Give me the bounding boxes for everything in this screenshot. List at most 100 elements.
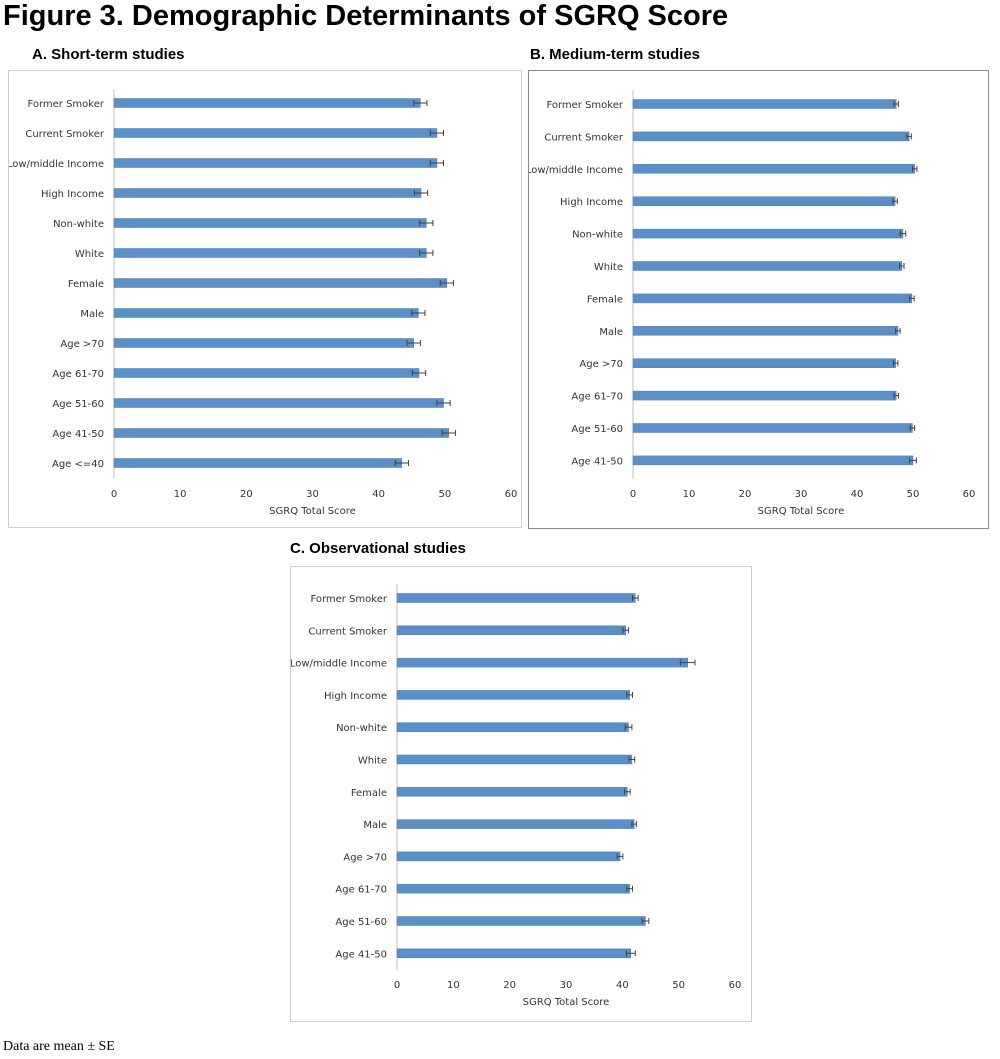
category-label-white: White bbox=[594, 262, 623, 273]
short-term-bar-chart: 0 10 20 30 40 50 60 SGRQ Total Score Former Smok… bbox=[9, 89, 517, 517]
category-label-male: Male bbox=[599, 327, 623, 338]
x-tick-label: 30 bbox=[560, 980, 573, 991]
bar-female bbox=[632, 293, 913, 304]
bar-non-white bbox=[632, 228, 904, 239]
bar-high-income bbox=[632, 196, 896, 206]
error-bar-former-smoker bbox=[893, 101, 899, 107]
bar-age-51-60 bbox=[632, 423, 913, 433]
x-tick-label: 30 bbox=[306, 489, 319, 500]
error-bar-non-white bbox=[624, 724, 633, 731]
error-bar-non-white bbox=[419, 220, 434, 226]
category-label-low-middle-income: Low/middle Income bbox=[291, 659, 387, 670]
x-tick-label: 40 bbox=[372, 489, 385, 500]
bar-age-51-60 bbox=[113, 398, 444, 408]
error-bar-age-51-60 bbox=[436, 400, 451, 406]
x-tick-label: 60 bbox=[963, 489, 976, 500]
bar-male bbox=[632, 326, 899, 336]
bar-former-smoker bbox=[632, 99, 897, 109]
figure-title: Figure 3. Demographic Determinants of SG… bbox=[3, 0, 729, 32]
category-label-age-70: Age >70 bbox=[579, 359, 623, 370]
category-label-age-41-50: Age 41-50 bbox=[52, 429, 104, 440]
bar-high-income bbox=[113, 188, 422, 198]
bar-low-middle-income bbox=[632, 164, 915, 174]
bar-current-smoker bbox=[632, 131, 910, 142]
category-label-age-40: Age <=40 bbox=[52, 459, 104, 470]
x-tick-label: 50 bbox=[438, 489, 451, 500]
category-label-age-61-70: Age 61-70 bbox=[335, 885, 387, 896]
category-label-current-smoker: Current Smoker bbox=[25, 129, 105, 140]
error-bar-age-41-50 bbox=[909, 457, 917, 464]
error-bar-low-middle-income bbox=[911, 165, 918, 172]
bar-current-smoker bbox=[113, 128, 438, 138]
bar-age-61-70 bbox=[396, 883, 630, 894]
error-bar-former-smoker bbox=[413, 100, 428, 106]
category-label-current-smoker: Current Smoker bbox=[308, 626, 388, 637]
category-label-age-61-70: Age 61-70 bbox=[571, 392, 623, 403]
bar-non-white bbox=[113, 218, 427, 228]
x-tick-label: 10 bbox=[174, 489, 187, 500]
bar-former-smoker bbox=[396, 593, 636, 603]
footnote: Data are mean ± SE bbox=[3, 1039, 115, 1054]
category-label-non-white: Non-white bbox=[53, 219, 104, 230]
x-tick-label: 0 bbox=[111, 489, 117, 500]
category-label-former-smoker: Former Smoker bbox=[27, 99, 104, 110]
x-tick-label: 40 bbox=[616, 980, 629, 991]
category-label-female: Female bbox=[351, 788, 387, 799]
error-bar-non-white bbox=[899, 230, 907, 237]
category-label-female: Female bbox=[587, 294, 623, 305]
bar-age-61-70 bbox=[632, 390, 897, 401]
error-bar-former-smoker bbox=[631, 595, 639, 601]
bar-age-51-60 bbox=[396, 916, 646, 926]
category-label-age-51-60: Age 51-60 bbox=[52, 399, 104, 410]
x-tick-label: 20 bbox=[739, 489, 752, 500]
bar-low-middle-income bbox=[113, 158, 438, 168]
bar-low-middle-income bbox=[396, 657, 688, 668]
bar-male bbox=[113, 308, 419, 318]
category-label-former-smoker: Former Smoker bbox=[310, 594, 387, 605]
error-bar-age-70 bbox=[406, 340, 421, 346]
category-label-non-white: Non-white bbox=[336, 723, 387, 734]
category-label-high-income: High Income bbox=[560, 197, 623, 208]
error-bar-high-income bbox=[626, 691, 633, 698]
bar-white bbox=[396, 754, 633, 765]
bar-female bbox=[396, 787, 628, 797]
x-axis-title: SGRQ Total Score bbox=[523, 997, 610, 1008]
bar-male bbox=[396, 819, 635, 829]
category-label-high-income: High Income bbox=[41, 189, 104, 200]
bar-non-white bbox=[396, 722, 629, 732]
bar-high-income bbox=[396, 690, 630, 700]
category-label-age-51-60: Age 51-60 bbox=[571, 424, 623, 435]
category-label-low-middle-income: Low/middle Income bbox=[9, 159, 104, 170]
error-bar-age-41-50 bbox=[441, 430, 456, 436]
error-bar-age-51-60 bbox=[909, 425, 916, 431]
x-tick-label: 50 bbox=[672, 980, 685, 991]
error-bar-current-smoker bbox=[429, 130, 445, 136]
error-bar-high-income bbox=[413, 190, 429, 196]
bar-age-41-50 bbox=[632, 455, 914, 466]
error-bar-high-income bbox=[892, 198, 898, 205]
observational-bar-chart: 0 10 20 30 40 50 60 SGRQ Total Score Former Smok… bbox=[291, 584, 741, 1008]
bar-age-70 bbox=[632, 358, 896, 368]
chart-panel-observational: 0 10 20 30 40 50 60 SGRQ Total Score Former Smok… bbox=[290, 566, 752, 1022]
error-bar-age-61-70 bbox=[411, 370, 427, 376]
category-label-former-smoker: Former Smoker bbox=[546, 100, 623, 111]
x-tick-label: 20 bbox=[503, 980, 516, 991]
x-tick-label: 10 bbox=[683, 489, 696, 500]
category-label-high-income: High Income bbox=[324, 691, 387, 702]
category-label-white: White bbox=[75, 249, 104, 260]
category-label-age-70: Age >70 bbox=[343, 852, 387, 863]
error-bar-low-middle-income bbox=[679, 659, 696, 666]
error-bar-age-70 bbox=[892, 360, 899, 367]
x-axis-title: SGRQ Total Score bbox=[758, 506, 845, 517]
panel-b-title: B. Medium-term studies bbox=[530, 46, 701, 63]
bar-age-40 bbox=[113, 458, 403, 468]
error-bar-age-61-70 bbox=[626, 885, 633, 892]
chart-panel-short-term: 0 10 20 30 40 50 60 SGRQ Total Score Former Smok… bbox=[8, 70, 522, 528]
panel-c-title: C. Observational studies bbox=[290, 540, 466, 557]
chart-panel-medium-term: 0 10 20 30 40 50 60 SGRQ Total Score Former Smok… bbox=[528, 70, 989, 529]
error-bar-male bbox=[631, 821, 637, 828]
error-bar-current-smoker bbox=[906, 133, 912, 140]
x-tick-label: 50 bbox=[907, 489, 920, 500]
error-bar-age-70 bbox=[616, 853, 624, 860]
error-bar-age-61-70 bbox=[893, 392, 899, 399]
